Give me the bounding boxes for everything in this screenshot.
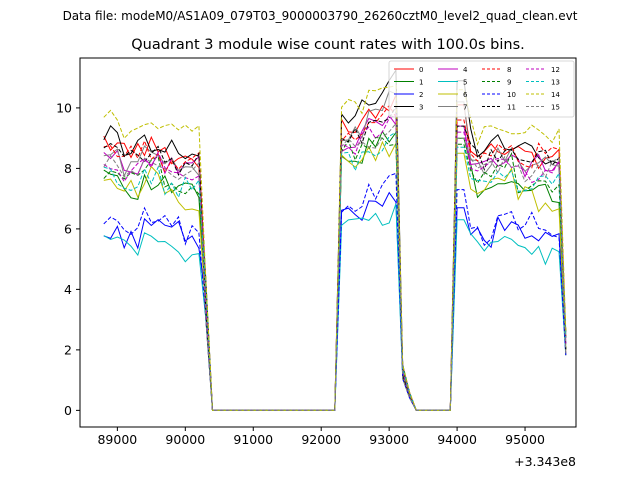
legend-label-9: 9 (507, 79, 511, 87)
legend-label-6: 6 (463, 91, 468, 99)
legend-label-15: 15 (551, 104, 560, 112)
y-tick-label: 2 (64, 342, 72, 357)
series-line-2 (103, 191, 567, 411)
legend-label-3: 3 (419, 104, 423, 112)
y-tick-label: 6 (64, 221, 72, 236)
x-tick-label: 92000 (301, 432, 341, 447)
x-tick-label: 91000 (233, 432, 273, 447)
series-line-5 (103, 203, 567, 411)
series-line-7 (103, 90, 567, 411)
x-offset-label: +3.343e8 (514, 454, 576, 469)
legend-label-12: 12 (551, 66, 560, 74)
series-line-3 (103, 68, 567, 411)
series-line-6 (103, 140, 567, 411)
legend-label-11: 11 (507, 104, 516, 112)
legend-label-14: 14 (551, 91, 560, 99)
series-line-12 (103, 113, 567, 411)
chart-title: Quadrant 3 module wise count rates with … (131, 37, 525, 53)
y-tick-label: 0 (64, 403, 72, 418)
plot-area: 89000 90000 91000 92000 93000 94000 95000 0 2 4 6 8… (56, 57, 577, 469)
legend-label-0: 0 (419, 66, 423, 74)
legend-label-10: 10 (507, 91, 516, 99)
series-line-15 (103, 122, 567, 411)
legend-label-2: 2 (419, 91, 423, 99)
legend-label-1: 1 (419, 79, 423, 87)
legend-box (388, 60, 575, 118)
x-tick-label: 94000 (437, 432, 477, 447)
series-line-10 (103, 172, 567, 411)
x-tick-label: 95000 (505, 432, 545, 447)
legend-label-7: 7 (463, 104, 467, 112)
x-tick-label: 90000 (165, 432, 205, 447)
y-tick-label: 4 (64, 282, 72, 297)
y-tick-label: 10 (56, 100, 72, 115)
legend-label-13: 13 (551, 79, 560, 87)
axes-frame (79, 57, 577, 428)
legend-label-8: 8 (507, 66, 511, 74)
series-line-13 (103, 131, 567, 411)
y-tick-label: 8 (64, 161, 72, 176)
legend-label-4: 4 (463, 66, 468, 74)
x-tick-label: 93000 (369, 432, 409, 447)
series-line-11 (103, 104, 567, 411)
series-line-14 (103, 84, 567, 411)
legend-label-5: 5 (463, 79, 467, 87)
figure-suptitle: Data file: modeM0/AS1A09_079T03_90000037… (63, 9, 578, 23)
x-tick-label: 89000 (97, 432, 137, 447)
